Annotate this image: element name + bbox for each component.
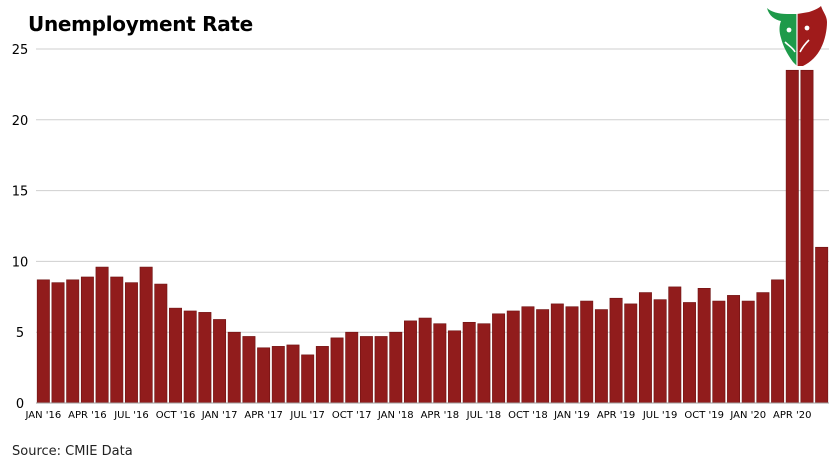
source-note: Source: CMIE Data: [12, 444, 133, 459]
y-tick-label: 5: [16, 326, 24, 341]
bar: [110, 276, 124, 404]
y-tick-label: 0: [16, 397, 24, 412]
bar: [404, 320, 417, 404]
bar: [697, 288, 711, 404]
bar: [213, 319, 227, 404]
x-tick-label: JAN '16: [24, 410, 61, 421]
bar: [536, 309, 550, 404]
bar: [433, 323, 447, 404]
bar: [653, 299, 667, 404]
bar: [183, 310, 197, 404]
bar: [257, 347, 271, 404]
bar: [712, 300, 726, 404]
x-tick-label: OCT '16: [156, 410, 196, 421]
y-tick-label: 15: [12, 185, 29, 200]
bar: [727, 295, 741, 404]
bar: [741, 300, 755, 404]
bar: [198, 312, 212, 404]
x-tick-label: JUL '16: [113, 410, 149, 421]
bar: [609, 297, 623, 404]
bar: [785, 69, 799, 404]
x-tick-label: OCT '17: [332, 410, 372, 421]
x-tick-label: APR '18: [421, 410, 459, 421]
bar: [580, 300, 594, 404]
bar: [169, 307, 182, 404]
bar: [389, 331, 403, 404]
bar: [242, 336, 256, 404]
bar: [624, 303, 638, 404]
bar: [374, 336, 388, 404]
bull-bear-logo-icon: [767, 6, 827, 66]
x-tick-label: APR '20: [773, 410, 811, 421]
bar: [80, 276, 94, 404]
x-tick-label: JAN '19: [553, 410, 590, 421]
bar: [638, 292, 652, 404]
x-tick-label: JUL '19: [642, 410, 678, 421]
bar: [301, 354, 315, 404]
bar: [448, 330, 461, 404]
x-tick-label: JAN '18: [377, 410, 414, 421]
bar: [330, 337, 344, 404]
bar: [506, 310, 520, 404]
bar: [139, 266, 153, 404]
bar: [594, 309, 608, 404]
bar: [668, 286, 682, 404]
bar: [95, 266, 109, 404]
x-tick-label: APR '17: [244, 410, 282, 421]
y-tick-label: 10: [12, 255, 29, 270]
bar: [418, 317, 432, 404]
y-tick-label: 25: [12, 43, 29, 58]
x-tick-label: JUL '18: [466, 410, 502, 421]
bar: [800, 69, 814, 404]
bar: [550, 303, 564, 404]
bar: [271, 346, 285, 404]
bar: [815, 246, 829, 404]
x-tick-label: OCT '18: [508, 410, 548, 421]
bar: [756, 292, 770, 404]
bar: [565, 306, 579, 404]
bar: [359, 336, 373, 404]
x-tick-label: JAN '17: [201, 410, 238, 421]
bar: [154, 283, 168, 404]
x-tick-label: APR '16: [68, 410, 106, 421]
chart-title: Unemployment Rate: [28, 12, 253, 36]
bar: [492, 313, 506, 404]
bar: [315, 346, 329, 404]
x-tick-label: OCT '19: [684, 410, 724, 421]
bar: [477, 323, 491, 404]
bar: [771, 279, 785, 404]
x-tick-label: APR '19: [597, 410, 635, 421]
bar: [286, 344, 300, 404]
x-tick-label: JAN '20: [729, 410, 766, 421]
bar: [345, 331, 359, 404]
bar: [462, 321, 476, 404]
bar: [521, 306, 535, 404]
bar: [66, 279, 80, 404]
y-tick-label: 20: [12, 114, 29, 129]
bar: [227, 331, 241, 404]
bar: [683, 302, 696, 404]
x-tick-label: JUL '17: [289, 410, 325, 421]
bar: [36, 279, 50, 404]
bar: [124, 282, 138, 404]
bar: [51, 282, 65, 404]
